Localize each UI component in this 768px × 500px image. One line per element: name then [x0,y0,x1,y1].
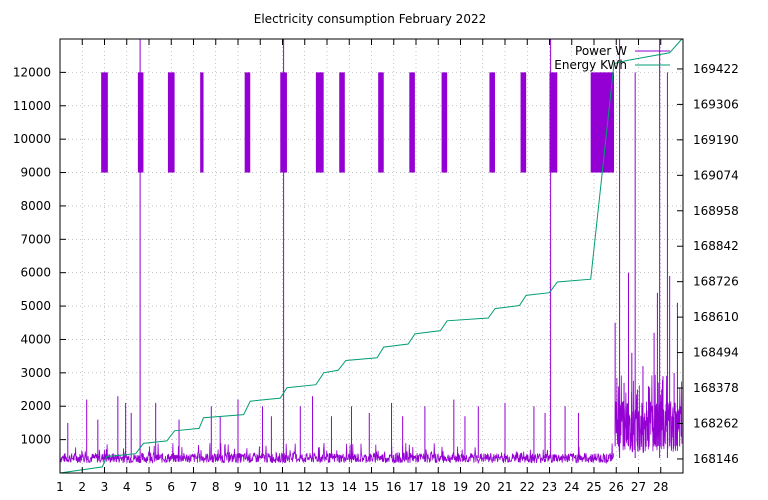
power-high-block [200,72,204,173]
x-tick-label: 2 [78,480,86,494]
power-high-block [378,72,384,173]
power-high-block [339,72,345,173]
y-tick-label: 12000 [13,65,51,79]
y2-tick-label: 169190 [693,133,739,147]
x-tick-label: 26 [609,480,624,494]
x-tick-label: 27 [631,480,646,494]
legend-label-energy: Energy KWh [554,58,627,72]
power-high-block [137,72,144,173]
y-tick-label: 3000 [20,366,51,380]
x-tick-label: 6 [167,480,175,494]
power-series [59,39,683,465]
x-tick-label: 22 [520,480,535,494]
power-high-block [409,72,415,173]
power-high-block [489,72,495,173]
y2-tick-label: 168378 [693,381,739,395]
y-tick-label: 1000 [20,433,51,447]
y2-tick-label: 168494 [693,346,739,360]
power-high-block [549,72,558,173]
y-tick-label: 4000 [20,332,51,346]
x-tick-label: 21 [497,480,512,494]
x-tick-label: 10 [253,480,268,494]
x-tick-label: 3 [101,480,109,494]
x-tick-label: 17 [408,480,423,494]
y2-tick-label: 168842 [693,239,739,253]
x-tick-label: 9 [234,480,242,494]
x-tick-label: 12 [297,480,312,494]
grid [60,39,683,473]
x-tick-label: 1 [56,480,64,494]
y2-tick-label: 168146 [693,452,739,466]
x-tick-label: 13 [319,480,334,494]
x-tick-label: 20 [475,480,490,494]
x-tick-label: 19 [453,480,468,494]
y2-tick-label: 169074 [693,168,739,182]
energy-series [59,38,683,474]
y-tick-label: 5000 [20,299,51,313]
power-high-block [167,72,175,173]
legend: Power W Energy KWh [554,44,670,72]
x-tick-label: 28 [653,480,668,494]
energy-line [59,38,683,474]
power-high-block [441,72,448,173]
x-tick-label: 23 [542,480,557,494]
x-tick-label: 16 [386,480,401,494]
x-tick-label: 5 [145,480,153,494]
y-tick-label: 9000 [20,166,51,180]
y2-tick-label: 169306 [693,97,739,111]
y2-tick-label: 168726 [693,275,739,289]
x-tick-label: 14 [342,480,357,494]
x-tick-label: 7 [190,480,198,494]
y-tick-label: 2000 [20,399,51,413]
x-tick-label: 15 [364,480,379,494]
power-high-block [520,72,527,173]
y-tick-label: 10000 [13,132,51,146]
x-tick-label: 8 [212,480,220,494]
power-high-block [244,72,251,173]
y-tick-label: 11000 [13,99,51,113]
power-baseline-line [59,442,615,465]
x-tick-label: 25 [586,480,601,494]
y2-tick-label: 169422 [693,62,739,76]
y2-tick-label: 168262 [693,416,739,430]
y2-tick-label: 168610 [693,310,739,324]
chart-title: Electricity consumption February 2022 [254,12,486,26]
y-tick-label: 8000 [20,199,51,213]
x-tick-label: 11 [275,480,290,494]
legend-label-power: Power W [575,44,627,58]
x-tick-label: 4 [123,480,131,494]
y-tick-label: 6000 [20,266,51,280]
x-tick-label: 18 [431,480,446,494]
power-high-block [590,72,615,173]
x-tick-label: 24 [564,480,579,494]
power-high-block [101,72,108,173]
y2-tick-label: 168958 [693,204,739,218]
axes: 1 2 3 4 5 6 7 8 9 10 11 12 13 14 15 16 17 18 19 20 21 22 23 24 2… [13,39,739,494]
y-tick-label: 7000 [20,232,51,246]
power-high-block [315,72,324,173]
